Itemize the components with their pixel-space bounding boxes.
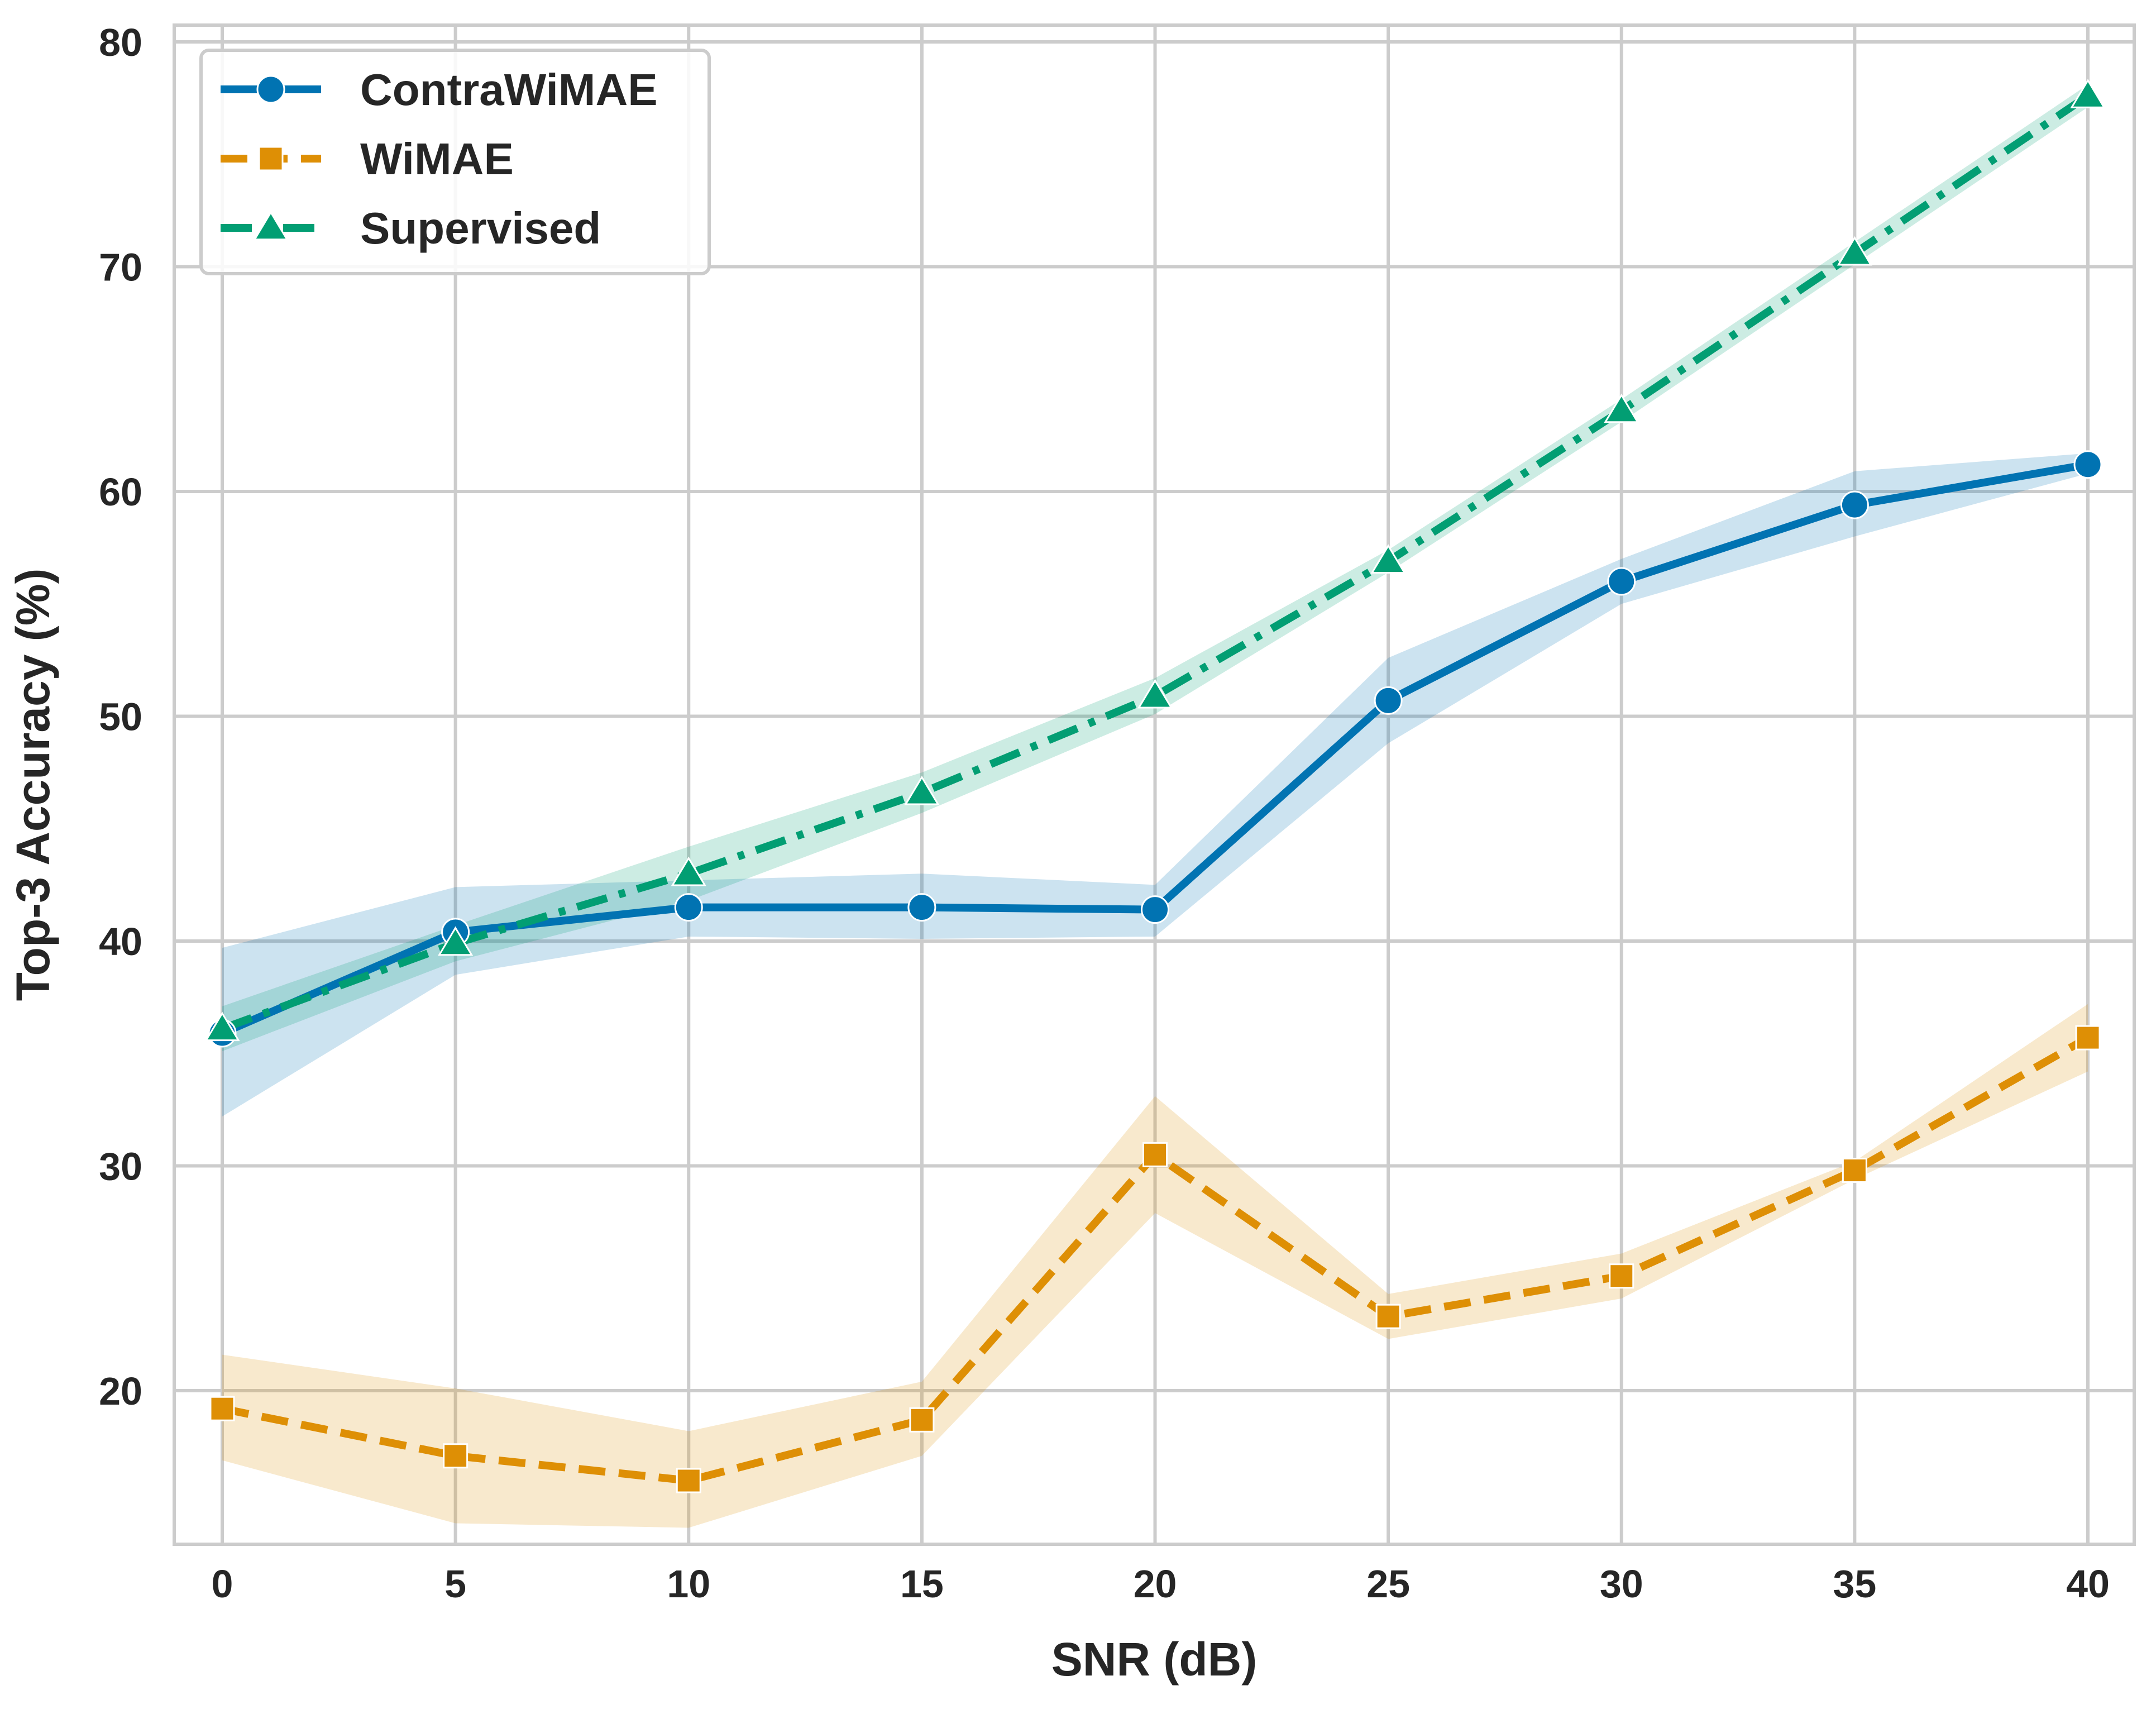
legend-label-contrawimae: ContraWiMAE — [360, 65, 658, 114]
wimae-band — [222, 1004, 2088, 1528]
x-tick-label: 15 — [900, 1562, 944, 1606]
supervised-line — [221, 92, 2090, 1033]
wimae-point — [2075, 1025, 2101, 1051]
supervised-point — [1604, 393, 1639, 423]
contrawimae-point — [1607, 567, 1636, 596]
x-tick-label: 5 — [444, 1562, 466, 1606]
wimae-point — [909, 1407, 935, 1433]
y-tick-labels: 20 30 40 50 60 70 80 — [99, 21, 142, 1413]
supervised-point — [1137, 679, 1173, 709]
contrawimae-point — [674, 893, 703, 922]
y-axis-label: Top-3 Accuracy (%) — [7, 569, 59, 1001]
supervised-point — [437, 926, 474, 956]
plot-frame — [173, 23, 2136, 1546]
legend-label-wimae: WiMAE — [360, 134, 514, 184]
legend-label-supervised: Supervised — [360, 203, 601, 253]
y-tick-label: 50 — [99, 695, 142, 739]
x-tick-label: 20 — [1134, 1562, 1177, 1606]
supervised-point — [671, 856, 706, 886]
x-tick-label: 40 — [2066, 1562, 2110, 1606]
legend-marker-contrawimae — [256, 75, 285, 104]
contrawimae-point — [1374, 686, 1403, 715]
contrawimae-point — [1840, 490, 1869, 519]
y-tick-label: 20 — [99, 1369, 142, 1413]
x-tick-label: 35 — [1833, 1562, 1876, 1606]
legend: ContraWiMAE WiMAE Supervised — [199, 49, 711, 275]
wimae-point — [1842, 1158, 1867, 1183]
x-tick-labels: 0 5 10 15 20 25 30 35 40 — [212, 1562, 2110, 1606]
supervised-point — [1837, 236, 1873, 266]
y-tick-label: 80 — [99, 21, 142, 64]
x-tick-label: 10 — [667, 1562, 710, 1606]
contrawimae-point — [907, 893, 936, 922]
wimae-point — [1609, 1263, 1634, 1289]
wimae-point — [1375, 1304, 1401, 1329]
supervised-point — [204, 1011, 240, 1042]
wimae-point — [209, 1396, 235, 1421]
contrawimae-point — [1141, 895, 1169, 924]
wimae-point — [676, 1468, 701, 1493]
x-tick-label: 25 — [1366, 1562, 1410, 1606]
wimae-point — [1142, 1142, 1168, 1167]
legend-marker-supervised — [253, 211, 289, 241]
y-tick-label: 60 — [99, 470, 142, 514]
x-tick-label: 0 — [212, 1562, 233, 1606]
y-tick-label: 70 — [99, 246, 142, 289]
series-markers — [204, 79, 2106, 1493]
wimae-point — [443, 1443, 469, 1469]
legend-box — [199, 49, 711, 275]
contrawimae-point — [2073, 450, 2102, 479]
x-tick-label: 30 — [1600, 1562, 1643, 1606]
contrawimae-band — [222, 453, 2088, 1116]
legend-marker-wimae — [258, 146, 284, 171]
supervised-point — [2070, 79, 2106, 108]
supervised-point — [1370, 544, 1406, 574]
x-axis-label: SNR (dB) — [1051, 1633, 1258, 1686]
supervised-point — [904, 775, 940, 805]
y-tick-label: 40 — [99, 920, 142, 963]
y-tick-label: 30 — [99, 1145, 142, 1188]
